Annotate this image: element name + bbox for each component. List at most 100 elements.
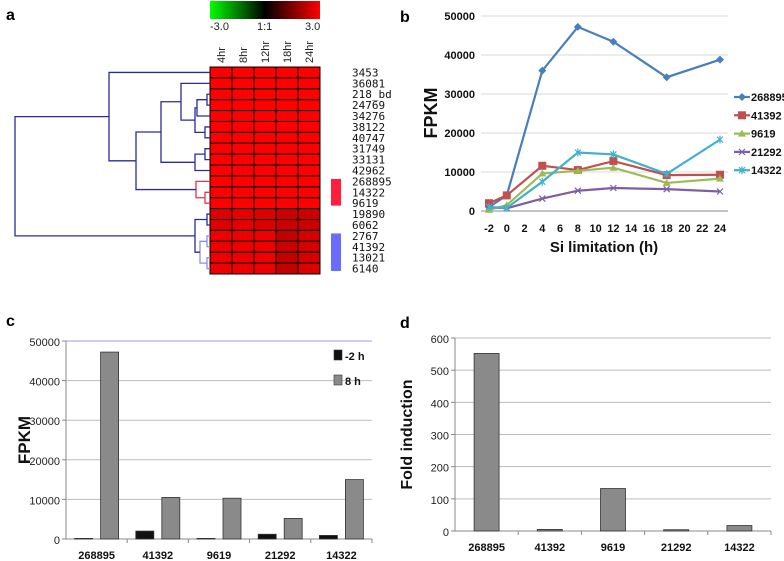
- heatmap-cell: [253, 142, 277, 155]
- heatmap-cell: [209, 186, 233, 199]
- heatmap-cell: [275, 110, 299, 122]
- point-diamond: [538, 66, 547, 75]
- point-star: [738, 166, 746, 175]
- row-label: 268895: [352, 175, 392, 188]
- y-tick-label: 300: [431, 431, 449, 443]
- heatmap-cell: [253, 88, 277, 101]
- legend-label: -2 h: [345, 351, 365, 363]
- heatmap-cell: [231, 229, 255, 242]
- point-x: [716, 188, 724, 195]
- bar--2h-14322: [318, 535, 338, 540]
- legend-label: 8 h: [345, 376, 361, 388]
- panel-label-b: b: [400, 9, 410, 26]
- point-star: [574, 148, 582, 157]
- point-x: [538, 195, 546, 202]
- heatmap-cell: [275, 99, 299, 112]
- point-diamond: [716, 55, 724, 64]
- heatmap-cell: [253, 120, 277, 133]
- heatmap-cell: [275, 120, 299, 133]
- heatmap-cell: [297, 197, 321, 210]
- heatmap-cell: [275, 153, 299, 166]
- heatmap-cell: [297, 240, 321, 253]
- colorbar-max-label: 3.0: [305, 21, 320, 33]
- panel-a-heatmap: -3.0 1:1 3.0 4hr 8hr 12hr 18hr 24hr 345336081218…: [14, 1, 392, 276]
- heatmap-cell: [231, 66, 255, 79]
- y-tick-label: 20000: [444, 128, 475, 140]
- point-star: [609, 150, 617, 159]
- x-tick-label: 22: [696, 223, 708, 235]
- column-label: 12hr: [260, 41, 272, 63]
- x-tick-label: 18: [661, 223, 673, 235]
- x-tick-label: 268895: [78, 550, 115, 561]
- heatmap-cell: [253, 197, 277, 210]
- point-x: [574, 187, 582, 195]
- y-tick-label: 50000: [29, 337, 60, 349]
- point-x: [663, 185, 671, 193]
- y-tick-label: 200: [431, 463, 449, 475]
- heatmap-cell: [297, 229, 321, 242]
- heatmap-cell: [275, 262, 299, 275]
- heatmap-cell: [209, 229, 233, 242]
- heatmap-cell: [231, 88, 255, 101]
- heatmap-cell: [231, 110, 255, 122]
- heatmap-cell: [297, 110, 321, 122]
- heatmap-cell: [209, 219, 233, 231]
- heatmap-cell: [253, 99, 277, 112]
- y-tick-label: 20000: [29, 456, 60, 468]
- heatmap-cell: [253, 208, 277, 221]
- heatmap-cell: [297, 99, 321, 112]
- x-tick-label: 8: [575, 223, 581, 235]
- heatmap-cell: [209, 153, 233, 166]
- x-tick-label: 41392: [535, 542, 566, 554]
- heatmap-cell: [275, 164, 299, 177]
- heatmap-cell: [253, 131, 277, 144]
- column-label: 18hr: [282, 41, 294, 63]
- heatmap-cell: [253, 219, 277, 231]
- heatmap-cell: [253, 240, 277, 253]
- heatmap-cell: [231, 197, 255, 210]
- point-diamond: [738, 93, 746, 101]
- heatmap-cell: [231, 219, 255, 231]
- x-tick-label: 9619: [601, 542, 625, 554]
- dendrogram-branch: [194, 153, 210, 172]
- heatmap-cell: [209, 120, 233, 133]
- x-tick-label: 10: [589, 223, 601, 235]
- y-tick-label: 0: [54, 535, 60, 547]
- x-tick-label: 4: [539, 223, 546, 235]
- bar-8h-41392: [161, 497, 181, 540]
- x-tick-label: 2: [521, 223, 527, 235]
- row-label: 31749: [352, 143, 385, 156]
- column-label: 24hr: [304, 41, 316, 63]
- dendrogram-branch: [195, 180, 210, 199]
- cluster-marker-1: [331, 178, 341, 206]
- y-tick-label: 400: [431, 398, 449, 410]
- x-tick-label: 21292: [661, 542, 692, 554]
- point-diamond: [662, 73, 671, 82]
- y-tick-label: 10000: [444, 167, 475, 179]
- point-triangle: [738, 129, 746, 137]
- row-label: 6140: [352, 263, 379, 276]
- bar--2h-9619: [196, 538, 216, 540]
- x-tick-label: -2: [484, 223, 494, 235]
- heatmap-cell: [297, 262, 321, 275]
- heatmap-cell: [209, 175, 233, 188]
- colorbar-mid-label: 1:1: [257, 21, 272, 33]
- heatmap-cell: [253, 77, 277, 90]
- y-tick-label: 0: [469, 206, 475, 218]
- heatmap-cell: [231, 175, 255, 188]
- heatmap-cell: [275, 88, 299, 101]
- row-label: 19890: [352, 208, 385, 221]
- row-label: 2767: [352, 230, 379, 243]
- heatmap-cell: [209, 66, 233, 79]
- x-tick-label: 9619: [207, 550, 231, 561]
- heatmap-cell: [209, 262, 233, 275]
- dendrogram-branch: [204, 148, 210, 161]
- point-star: [663, 169, 671, 178]
- dendrogram-branch: [14, 115, 195, 237]
- heatmap-cell: [231, 142, 255, 155]
- y-tick-label: 500: [431, 366, 449, 378]
- bar-8h-14322: [344, 479, 364, 540]
- heatmap-cell: [253, 251, 277, 264]
- x-axis-title: Si limitation (h): [550, 239, 658, 256]
